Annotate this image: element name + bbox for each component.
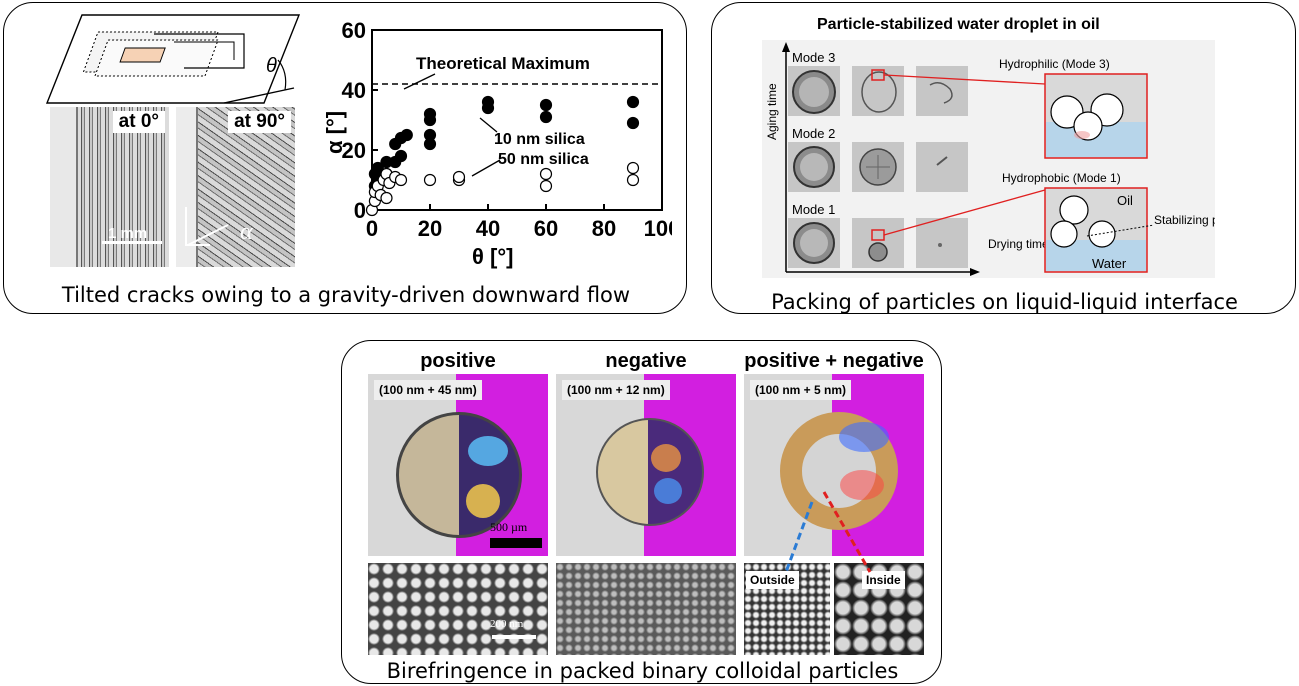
label-at-90deg: at 90°: [228, 111, 291, 133]
crack-image-90deg: at 90° α: [176, 107, 295, 267]
stabilizing-label: Stabilizing particle: [1154, 213, 1215, 227]
panel2-caption: Packing of particles on liquid-liquid in…: [771, 290, 1238, 314]
x-tick-label: 100: [644, 216, 672, 241]
point-50nm-silica: [452, 170, 466, 184]
alpha-symbol: α: [240, 219, 253, 245]
panel3-caption: Birefringence in packed binary colloidal…: [386, 659, 899, 683]
point-50nm-silica: [539, 179, 553, 193]
panel2-title: Particle-stabilized water droplet in oil: [817, 16, 1100, 33]
hydrophilic-label: Hydrophilic (Mode 3): [999, 57, 1110, 71]
tilted-substrate-schematic: θ: [45, 14, 301, 104]
panel1-caption: Tilted cracks owing to a gravity-driven …: [61, 283, 631, 307]
point-50nm-silica: [626, 173, 640, 187]
heading-positive: positive: [420, 350, 496, 372]
image-positive-negative: (100 nm + 5 nm): [744, 374, 924, 556]
plot-frame: [371, 29, 663, 211]
x-tick-label: 60: [534, 216, 558, 241]
drying-time-label: Drying time: [988, 237, 1049, 251]
x-tick-label: 20: [418, 216, 442, 241]
scale-bar-1mm: [102, 241, 162, 244]
heading-positive-negative: positive + negative: [744, 350, 924, 372]
mode3-label: Mode 3: [792, 50, 835, 65]
image-negative: (100 nm + 12 nm): [556, 374, 736, 556]
outside-label: Outside: [746, 571, 799, 589]
y-axis-label: α [°]: [322, 111, 347, 154]
point-10nm-silica: [626, 95, 640, 109]
sem-outside: Outside: [744, 563, 830, 655]
mode1-label: Mode 1: [792, 202, 835, 217]
point-10nm-silica: [481, 95, 495, 109]
y-tick-label: 20: [342, 138, 366, 163]
theta-symbol: θ: [266, 55, 277, 77]
point-50nm-silica: [626, 161, 640, 175]
annotation-10nm: 10 nm silica: [494, 131, 585, 148]
heading-negative: negative: [605, 350, 687, 372]
scale-label-200: 200 nm: [490, 618, 524, 630]
alpha-vs-theta-chart: 0204060801000204060 Theoretical Maximum …: [322, 18, 672, 269]
hydrophobic-label: Hydrophobic (Mode 1): [1002, 171, 1121, 185]
crack-image-0deg: at 0° 1 mm: [50, 107, 169, 267]
sem-positive: 200 nm: [368, 563, 548, 655]
point-50nm-silica: [423, 173, 437, 187]
mode2-label: Mode 2: [792, 126, 835, 141]
point-10nm-silica: [423, 128, 437, 142]
y-tick-label: 60: [342, 18, 366, 43]
scale-label-500: 500 µm: [490, 520, 528, 534]
y-tick-label: 0: [354, 198, 366, 223]
point-10nm-silica: [539, 98, 553, 112]
region-connectors: [784, 491, 872, 573]
reference-line-label: Theoretical Maximum: [416, 54, 590, 73]
aging-time-label: Aging time: [765, 83, 779, 140]
water-label: Water: [1092, 256, 1127, 271]
annotation-50nm: 50 nm silica: [498, 151, 589, 168]
label-at-0deg: at 0°: [112, 111, 165, 133]
x-axis-label: θ [°]: [472, 244, 513, 269]
tag-positive: (100 nm + 45 nm): [374, 380, 482, 400]
point-10nm-silica: [626, 116, 640, 130]
tag-negative: (100 nm + 12 nm): [562, 380, 670, 400]
image-positive: (100 nm + 45 nm) 500 µm: [368, 374, 548, 556]
scale-label: 1 mm: [108, 225, 148, 242]
sem-inside: Inside: [834, 563, 924, 655]
point-10nm-silica: [371, 161, 384, 175]
scale-bar-200: [492, 635, 536, 639]
point-50nm-silica: [380, 191, 393, 205]
inside-label: Inside: [862, 571, 905, 589]
point-10nm-silica: [539, 110, 553, 124]
point-10nm-silica: [400, 128, 413, 142]
x-tick-label: 0: [366, 216, 378, 241]
aging-drying-schematic: Aging time Drying time Mode 3 Mode 2 Mod…: [765, 42, 1215, 276]
oil-label: Oil: [1117, 193, 1133, 208]
y-tick-label: 40: [342, 78, 366, 103]
x-tick-label: 80: [592, 216, 616, 241]
x-tick-label: 40: [476, 216, 500, 241]
scale-bar-500: [490, 538, 542, 548]
sem-negative: [556, 563, 736, 655]
point-10nm-silica: [423, 107, 437, 121]
point-10nm-silica: [394, 149, 408, 163]
point-50nm-silica: [539, 167, 553, 181]
tag-positive-negative: (100 nm + 5 nm): [750, 380, 852, 400]
point-50nm-silica: [394, 173, 408, 187]
